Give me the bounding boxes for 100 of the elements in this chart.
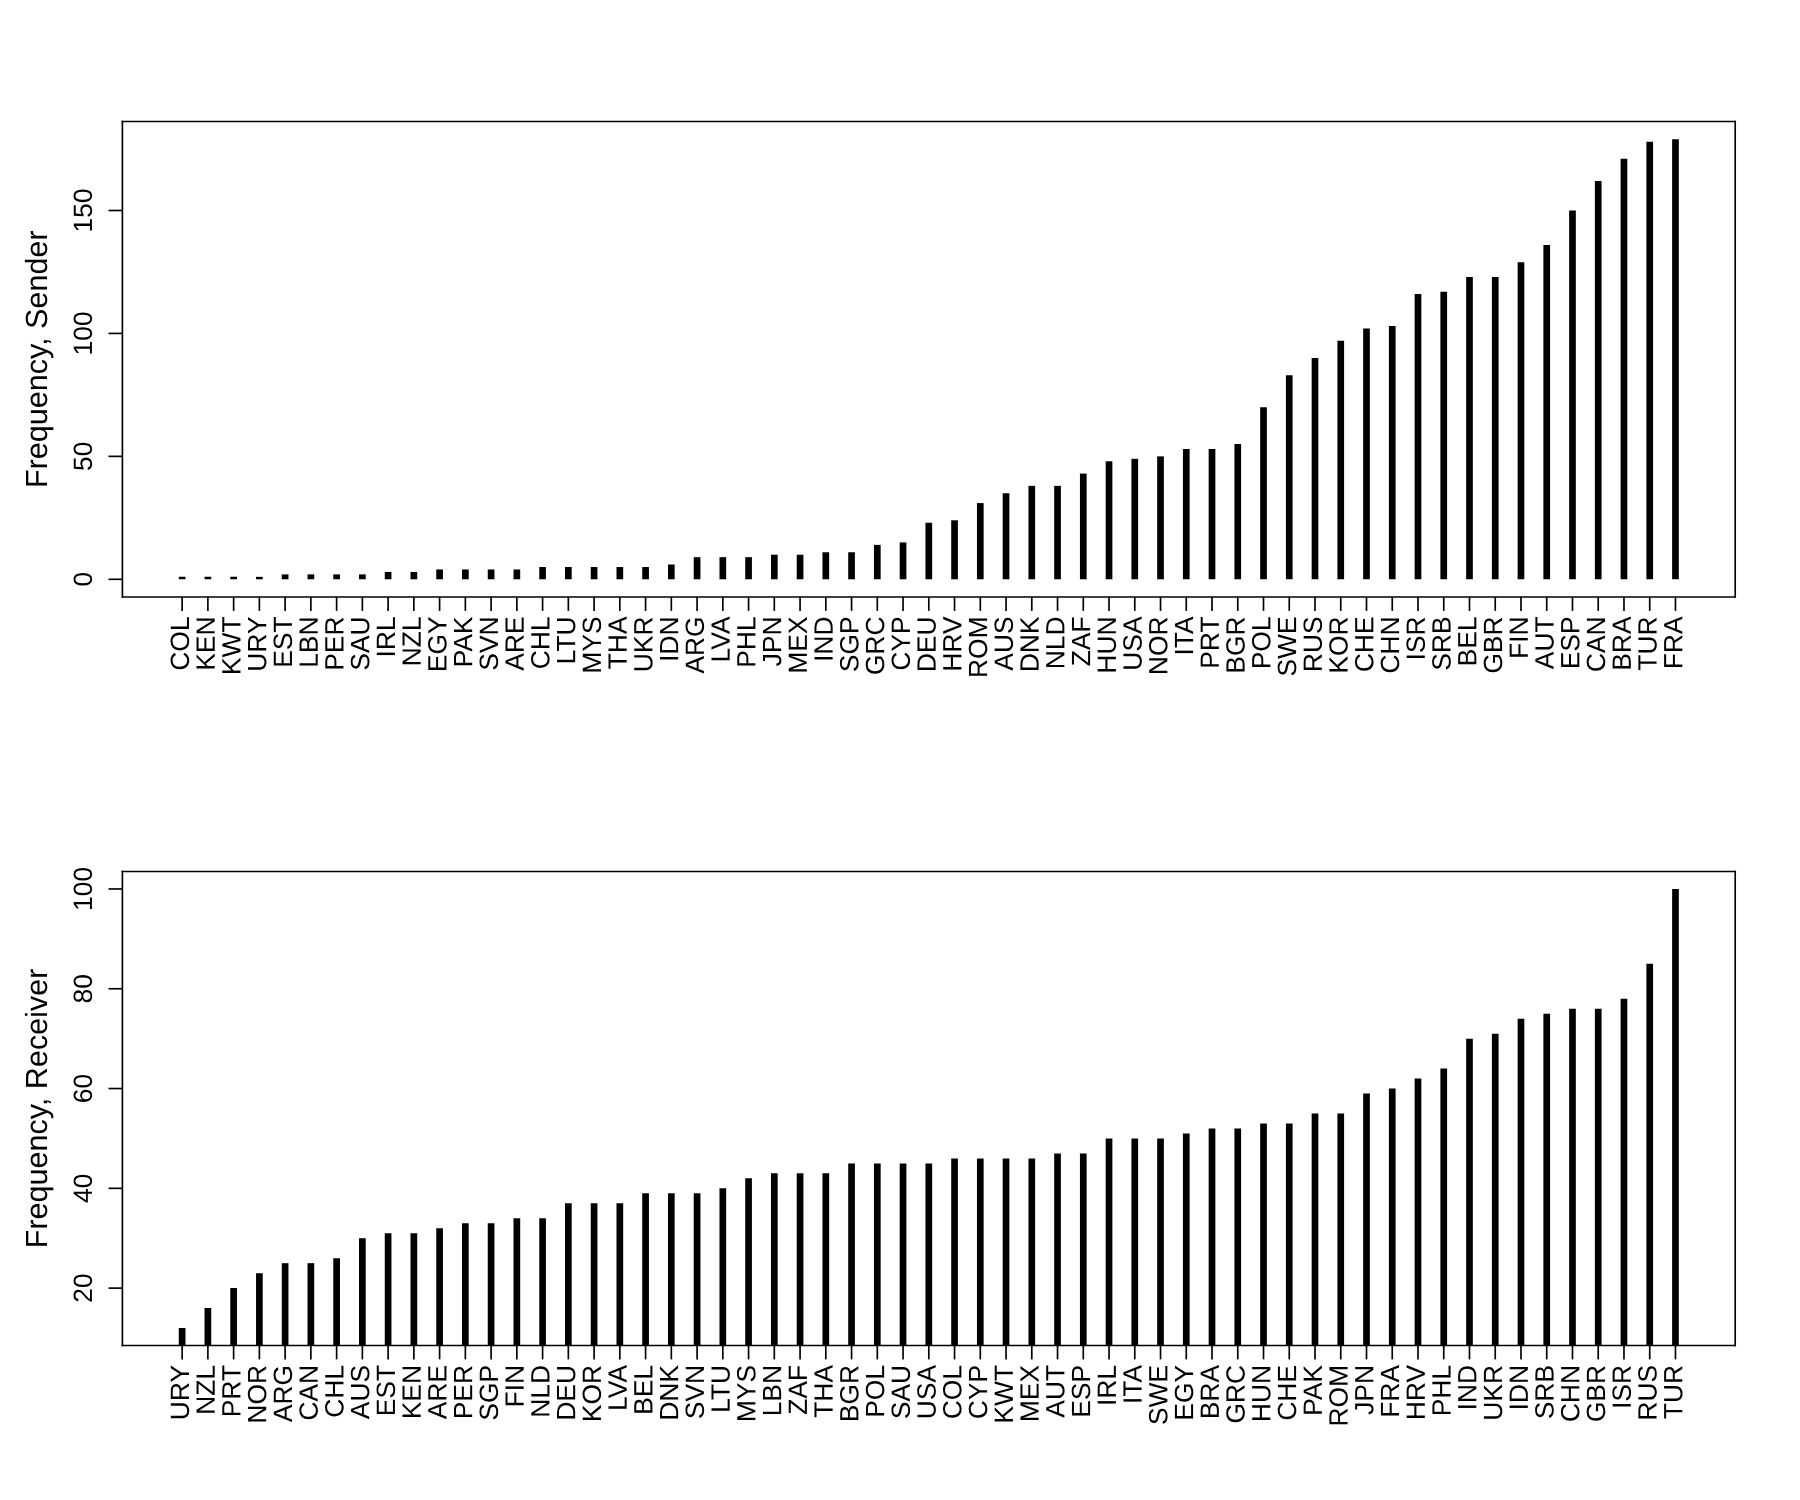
- bar: [1054, 485, 1061, 580]
- x-tick-label: PER: [454, 1366, 473, 1418]
- x-tick-label: MYS: [736, 1366, 756, 1420]
- x-tick-label: BGR: [1226, 617, 1245, 672]
- x-tick-label: PHL: [1432, 1365, 1451, 1415]
- x-tick-label: FIN: [1509, 618, 1528, 657]
- x-tick-label: EGY: [1174, 1365, 1194, 1419]
- x-tick-label: SWE: [1148, 1366, 1168, 1424]
- bar: [667, 564, 675, 580]
- bar: [1388, 326, 1396, 580]
- x-tick-label: ARG: [273, 1366, 293, 1423]
- bar: [1260, 407, 1267, 580]
- bar: [1028, 485, 1036, 580]
- bar: [770, 554, 778, 580]
- bar: [359, 574, 366, 580]
- x-tick-label: SWE: [1277, 617, 1297, 676]
- x-tick-label: UKR: [634, 617, 653, 671]
- x-tick-label: KOR: [1329, 617, 1348, 672]
- x-tick-label: TUR: [1638, 617, 1657, 671]
- y-tick-label: 20: [73, 1274, 93, 1302]
- x-tick-label: GBR: [1483, 617, 1503, 673]
- x-tick-label: DEU: [917, 618, 936, 670]
- x-tick-label: PHL: [737, 617, 756, 666]
- x-tick-label: DEU: [557, 1366, 576, 1419]
- x-tick-label: PRT: [1200, 617, 1219, 667]
- x-tick-label: AUT: [1046, 1365, 1065, 1418]
- bar: [1311, 358, 1319, 580]
- x-tick-label: POL: [1251, 617, 1271, 668]
- bar: [333, 574, 340, 580]
- bar: [1491, 276, 1499, 580]
- x-tick-label: CHN: [1560, 1367, 1580, 1421]
- bar: [539, 567, 546, 580]
- x-tick-label: DNK: [1020, 616, 1039, 670]
- x-tick-label: HUN: [1097, 618, 1117, 672]
- x-tick-label: AUS: [350, 1366, 370, 1420]
- x-tick-label: HUN: [1252, 1367, 1271, 1420]
- bar: [281, 574, 289, 580]
- x-tick-label: BEL: [1458, 617, 1477, 665]
- bar: [487, 569, 495, 580]
- x-tick-label: IND: [814, 617, 833, 660]
- bar: [1620, 158, 1628, 580]
- bar: [1337, 340, 1345, 580]
- bar: [822, 552, 830, 580]
- bar: [1466, 276, 1473, 580]
- bar: [1079, 473, 1087, 580]
- x-tick-label: GRC: [865, 617, 885, 674]
- y-tick-label: 60: [73, 1074, 93, 1102]
- x-tick-label: LVA: [711, 616, 730, 661]
- bar: [976, 503, 984, 580]
- x-tick-label: PAK: [454, 616, 473, 666]
- bar: [462, 569, 469, 580]
- x-tick-label: NOR: [1148, 617, 1168, 673]
- bar: [1646, 141, 1654, 580]
- x-tick-label: ZAF: [788, 1366, 807, 1414]
- x-tick-label: CYP: [968, 1366, 988, 1418]
- y-tick-label: 80: [73, 975, 93, 1003]
- x-tick-label: ZAF: [1071, 617, 1091, 666]
- x-tick-label: NZL: [402, 617, 421, 665]
- x-tick-label: ITA: [1123, 1365, 1142, 1402]
- x-tick-label: MYS: [582, 617, 602, 672]
- x-tick-label: DNK: [660, 1365, 679, 1419]
- x-tick-label: LTU: [557, 618, 576, 663]
- x-tick-label: RUS: [1638, 1366, 1657, 1419]
- x-tick-label: USA: [917, 1365, 936, 1418]
- x-tick-label: NOR: [247, 1366, 267, 1422]
- x-tick-label: ROM: [1329, 1367, 1348, 1425]
- y-tick-label: 150: [73, 189, 93, 231]
- x-tick-label: BRA: [1200, 1365, 1219, 1418]
- x-tick-label: ESP: [1071, 1366, 1091, 1416]
- y-tick-label: 100: [73, 312, 93, 354]
- y-axis-title: Frequency, Receiver: [24, 969, 54, 1246]
- x-tick-label: GBR: [1586, 1366, 1606, 1421]
- x-tick-label: IRL: [1097, 1365, 1116, 1404]
- y-tick-label: 100: [73, 867, 93, 909]
- x-tick-label: SGP: [839, 617, 859, 671]
- x-tick-label: SAU: [891, 1366, 911, 1419]
- x-tick-label: PRT: [222, 1365, 241, 1416]
- bar: [1414, 294, 1422, 580]
- x-tick-label: ISR: [1406, 617, 1426, 658]
- x-tick-label: FRA: [1664, 616, 1683, 668]
- x-tick-label: CHE: [1354, 617, 1374, 671]
- x-tick-label: SVN: [479, 618, 499, 670]
- x-tick-label: NLD: [531, 1366, 550, 1416]
- x-tick-label: KOR: [582, 1366, 602, 1420]
- x-tick-label: BEL: [634, 1365, 653, 1413]
- bar: [925, 522, 933, 580]
- x-tick-label: CHN: [1380, 618, 1400, 673]
- bar: [616, 567, 624, 580]
- bar: [848, 552, 855, 580]
- bar: [1182, 448, 1190, 580]
- x-tick-label: LTU: [711, 1366, 730, 1411]
- x-tick-label: GRC: [1226, 1365, 1245, 1423]
- x-tick-label: BRA: [1612, 616, 1631, 669]
- bar: [1363, 328, 1370, 580]
- bar: [642, 567, 649, 580]
- x-tick-label: THA: [814, 1365, 833, 1418]
- y-tick-label: 0: [73, 572, 93, 586]
- bar: [1517, 262, 1525, 580]
- x-tick-label: CHE: [1277, 1366, 1297, 1420]
- y-tick-label: 40: [73, 1174, 93, 1203]
